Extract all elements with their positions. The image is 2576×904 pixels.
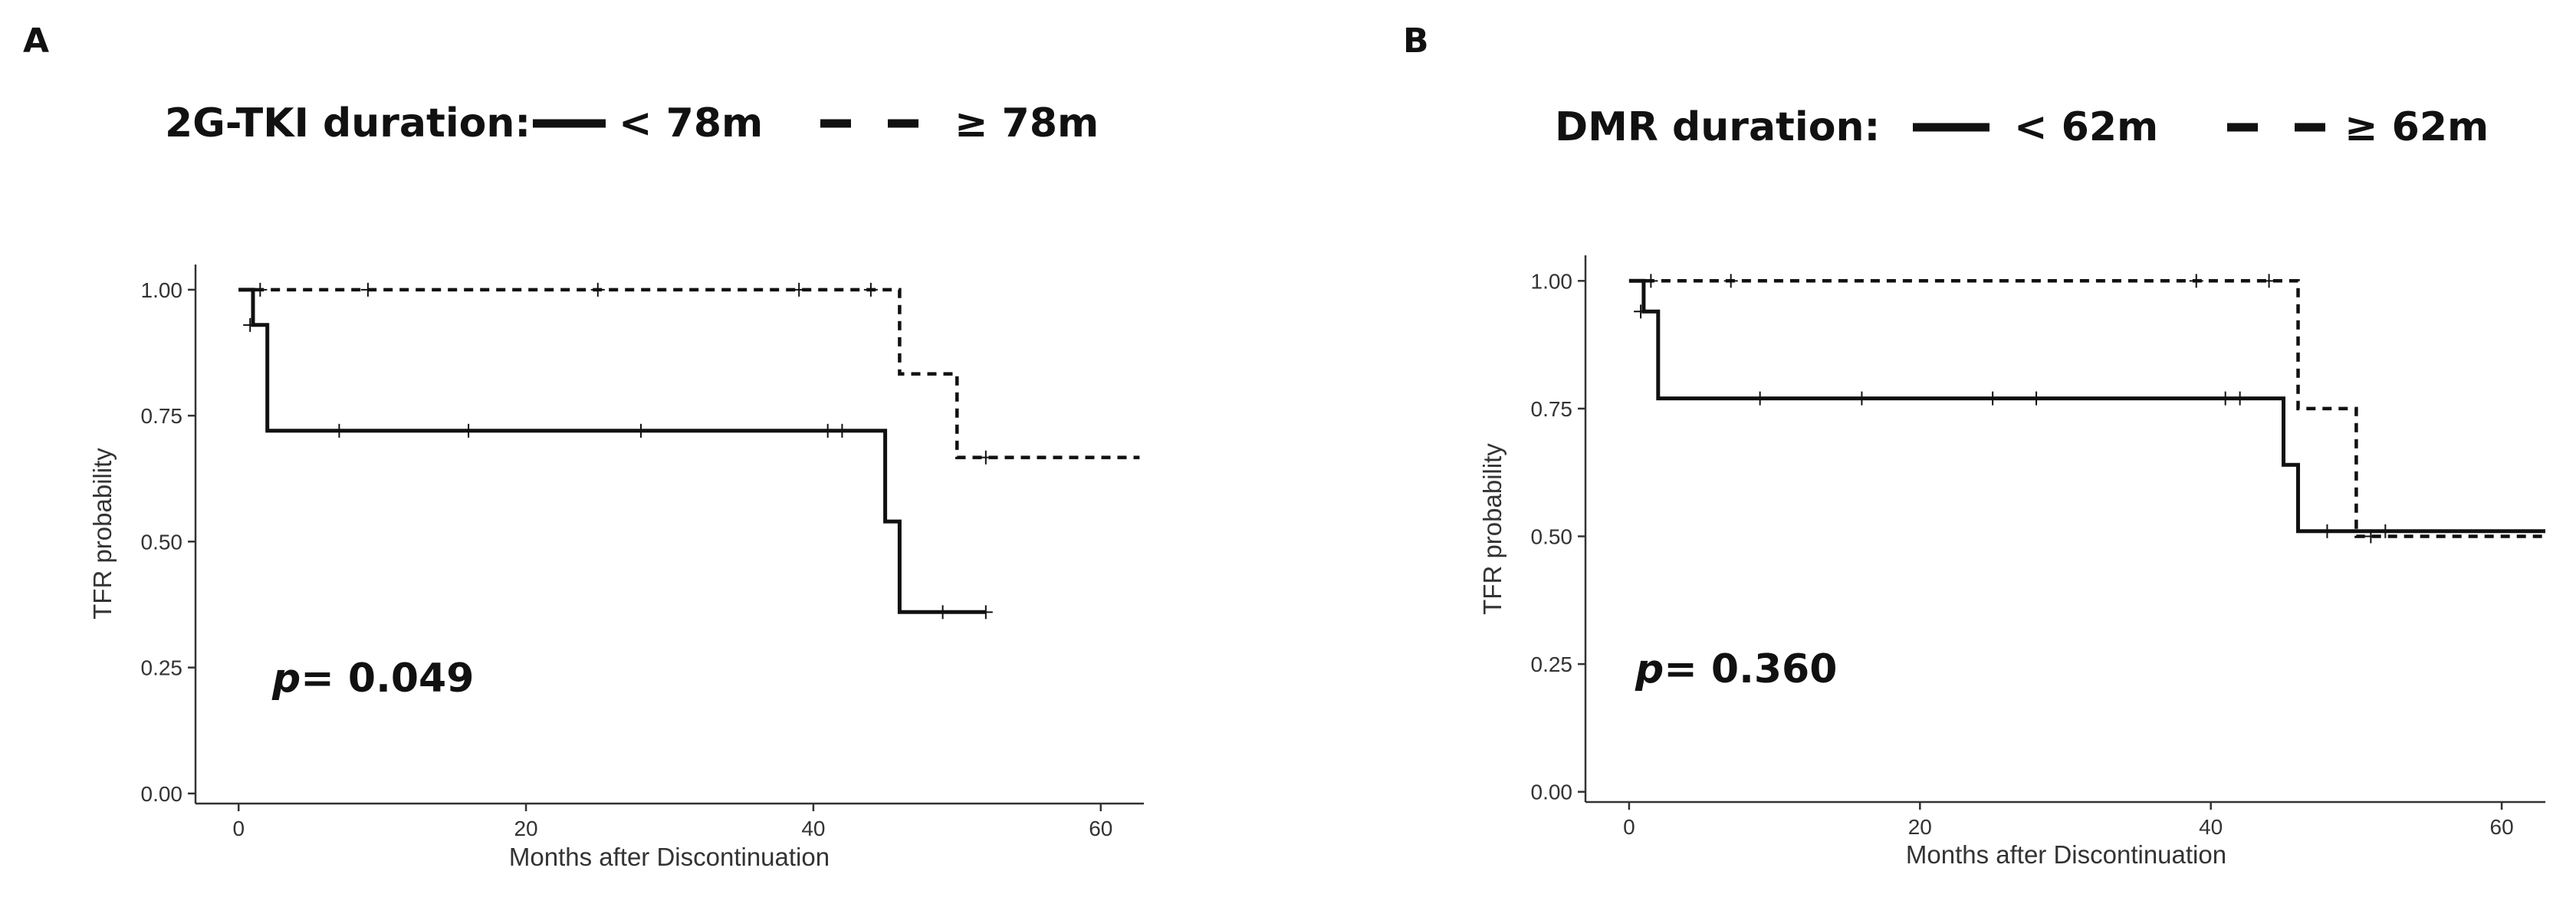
- survival-curve: [238, 288, 1140, 459]
- x-tick-label: 0: [232, 817, 245, 840]
- survival-curve: [238, 288, 986, 614]
- x-axis-title: Months after Discontinuation: [1906, 840, 2226, 869]
- y-tick-label: 0.25: [1531, 653, 1573, 676]
- x-tick-label: 0: [1623, 815, 1635, 839]
- chart-panel-a: A2G-TKI duration: < 78m ≥ 78m0.000.250.500…: [23, 21, 1144, 871]
- y-axis-title: TFR probability: [1478, 443, 1506, 615]
- chart-panel-b: B DMR duration: < 62m ≥ 62m 0.00 0.25 0.50 0.75…: [1403, 21, 2545, 869]
- y-tick-label: 0.25: [141, 656, 183, 680]
- legend-title: DMR duration:: [1555, 104, 1880, 150]
- legend-label-solid: < 62m: [2014, 104, 2158, 150]
- y-tick-label: 0.50: [141, 530, 183, 554]
- survival-curve: [1628, 278, 2545, 534]
- legend-label-dashed: ≥ 78m: [955, 100, 1099, 146]
- p-value: = 0.360: [1664, 646, 1837, 692]
- panel-label: A: [23, 21, 49, 61]
- series-dashed: [238, 282, 1140, 465]
- y-axis-title: TFR probability: [88, 448, 117, 620]
- series-solid: [238, 288, 993, 620]
- panel-label: B: [1403, 21, 1429, 61]
- x-tick-label: 60: [2490, 815, 2514, 839]
- y-tick-label: 0.50: [1531, 524, 1573, 548]
- x-tick-label: 60: [1089, 817, 1112, 840]
- p-value: = 0.049: [301, 656, 474, 702]
- p-symbol: p: [1635, 646, 1664, 692]
- x-axis-title: Months after Discontinuation: [509, 843, 830, 871]
- series-solid: [1628, 278, 2545, 538]
- y-tick-label: 0.00: [1531, 781, 1573, 804]
- y-tick-label: 0.75: [1531, 397, 1573, 421]
- legend: 2G-TKI duration: < 78m ≥ 78m: [165, 100, 1099, 146]
- legend-label-solid: < 78m: [619, 100, 763, 146]
- p-symbol: p: [271, 656, 301, 702]
- p-value-annotation: p= 0.360: [1635, 646, 1837, 692]
- legend: DMR duration: < 62m ≥ 62m: [1555, 104, 2489, 150]
- x-tick-label: 40: [801, 817, 825, 840]
- legend-label-dashed: ≥ 62m: [2344, 104, 2489, 150]
- x-tick-label: 20: [1908, 815, 1932, 839]
- y-tick-label: 1.00: [141, 278, 183, 302]
- y-tick-label: 0.00: [141, 782, 183, 806]
- axes: 0.00 0.25 0.50 0.75 1.00 0 20 40 60 Months after …: [88, 265, 1144, 871]
- survival-curve: [1628, 279, 2545, 538]
- p-value-annotation: p= 0.049: [271, 656, 474, 702]
- x-tick-label: 40: [2199, 815, 2223, 839]
- y-tick-label: 1.00: [1531, 269, 1573, 293]
- y-tick-label: 0.75: [141, 404, 183, 428]
- series-dashed: [1628, 274, 2545, 544]
- x-tick-label: 20: [514, 817, 537, 840]
- legend-title: 2G-TKI duration:: [165, 100, 531, 146]
- axes: 0.00 0.25 0.50 0.75 1.00 0 20 40 60 Months after …: [1478, 255, 2545, 869]
